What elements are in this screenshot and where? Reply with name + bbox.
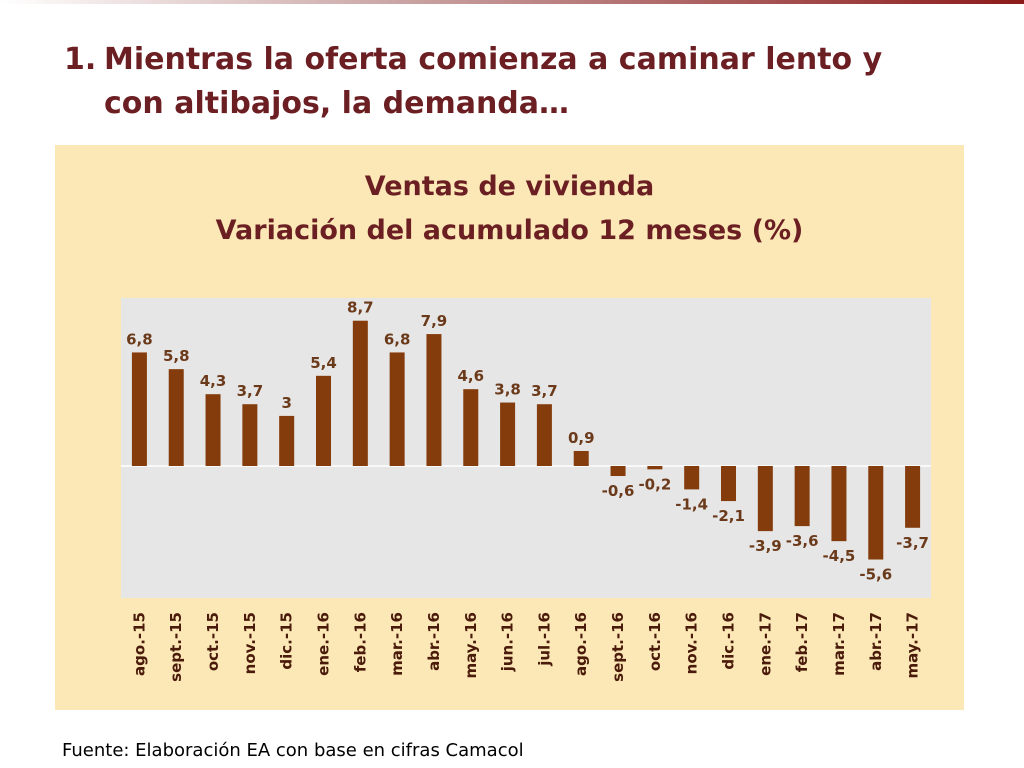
chart-title: Ventas de vivienda Variación del acumula… (55, 165, 964, 253)
category-tick-label: ene.-17 (756, 612, 774, 676)
category-tick-label: mar.-17 (830, 612, 848, 676)
chart-title-line-1: Ventas de vivienda (364, 171, 655, 202)
data-label: 4,3 (200, 372, 227, 390)
bar-sept.-15 (168, 369, 184, 466)
category-tick-label: feb.-16 (351, 612, 369, 672)
bar-nov.-16 (684, 466, 700, 490)
category-tick-label: nov.-16 (683, 612, 701, 674)
category-tick-label: jun.-16 (499, 612, 517, 672)
source-note: Fuente: Elaboración EA con base en cifra… (62, 740, 524, 761)
bar-mar.-16 (389, 352, 405, 466)
data-label: -4,5 (823, 547, 856, 565)
bar-jun.-16 (500, 402, 516, 466)
heading-line-1: Mientras la oferta comienza a caminar le… (104, 42, 883, 77)
category-tick-label: ene.-16 (315, 612, 333, 676)
bar-oct.-16 (647, 466, 663, 470)
bar-dic.-15 (279, 415, 295, 466)
category-tick-label: dic.-16 (720, 612, 738, 670)
data-label: 4,6 (457, 367, 484, 385)
data-label: 3,7 (237, 382, 264, 400)
category-tick-label: dic.-15 (278, 612, 296, 670)
bar-feb.-16 (352, 320, 368, 466)
category-tick-label: abr.-17 (867, 612, 885, 671)
data-label: 3,8 (494, 381, 521, 399)
bar-ago.-15 (131, 352, 147, 466)
data-label: 5,4 (310, 354, 337, 372)
category-tick-label: sept.-16 (609, 612, 627, 682)
category-tick-label: may.-17 (904, 612, 922, 679)
bar-feb.-17 (794, 466, 810, 527)
bar-jul.-16 (536, 404, 552, 466)
category-tick-label: jul.-16 (535, 612, 553, 667)
category-tick-label: abr.-16 (425, 612, 443, 671)
bar-ene.-16 (316, 375, 331, 466)
chart-title-line-2: Variación del acumulado 12 meses (%) (215, 215, 804, 246)
bar-oct.-15 (205, 394, 221, 466)
category-tick-label: ago.-15 (130, 612, 148, 676)
bar-ago.-16 (573, 450, 589, 466)
bar-nov.-15 (242, 404, 258, 466)
category-tick-label: sept.-15 (167, 612, 185, 682)
data-label: -1,4 (675, 495, 708, 513)
data-label: 5,8 (163, 347, 190, 365)
data-label: 6,8 (384, 330, 411, 348)
data-label: -3,6 (786, 532, 819, 550)
bar-may.-16 (463, 389, 479, 466)
heading-text: Mientras la oferta comienza a caminar le… (104, 38, 944, 126)
bar-abr.-16 (426, 334, 442, 466)
data-label: -3,9 (749, 537, 782, 555)
bar-sept.-16 (610, 466, 626, 477)
bar-abr.-17 (868, 466, 884, 560)
heading-number: 1. (64, 42, 97, 77)
data-label: -0,6 (602, 482, 635, 500)
category-tick-label: oct.-16 (646, 612, 664, 671)
data-label: 0,9 (568, 429, 595, 447)
category-tick-label: feb.-17 (793, 612, 811, 672)
bar-ene.-17 (757, 466, 773, 532)
category-tick-label: ago.-16 (572, 612, 590, 676)
heading-line-2: con altibajos, la demanda… (104, 86, 570, 121)
data-label: 6,8 (126, 330, 153, 348)
data-label: 3,7 (531, 382, 558, 400)
data-label: -0,2 (638, 475, 671, 493)
category-tick-label: mar.-16 (388, 612, 406, 676)
category-tick-label: may.-16 (462, 612, 480, 679)
category-tick-label: oct.-15 (204, 612, 222, 671)
bar-dic.-16 (721, 466, 736, 502)
data-label: 3 (281, 394, 291, 412)
data-label: -3,7 (896, 534, 929, 552)
category-tick-label: nov.-15 (241, 612, 259, 674)
bar-mar.-17 (831, 466, 847, 542)
bar-may.-17 (905, 466, 921, 528)
top-decorative-rule (0, 0, 1024, 4)
data-label: 7,9 (421, 312, 448, 330)
data-label: -5,6 (859, 566, 892, 584)
data-label: -2,1 (712, 507, 745, 525)
data-label: 8,7 (347, 299, 374, 317)
